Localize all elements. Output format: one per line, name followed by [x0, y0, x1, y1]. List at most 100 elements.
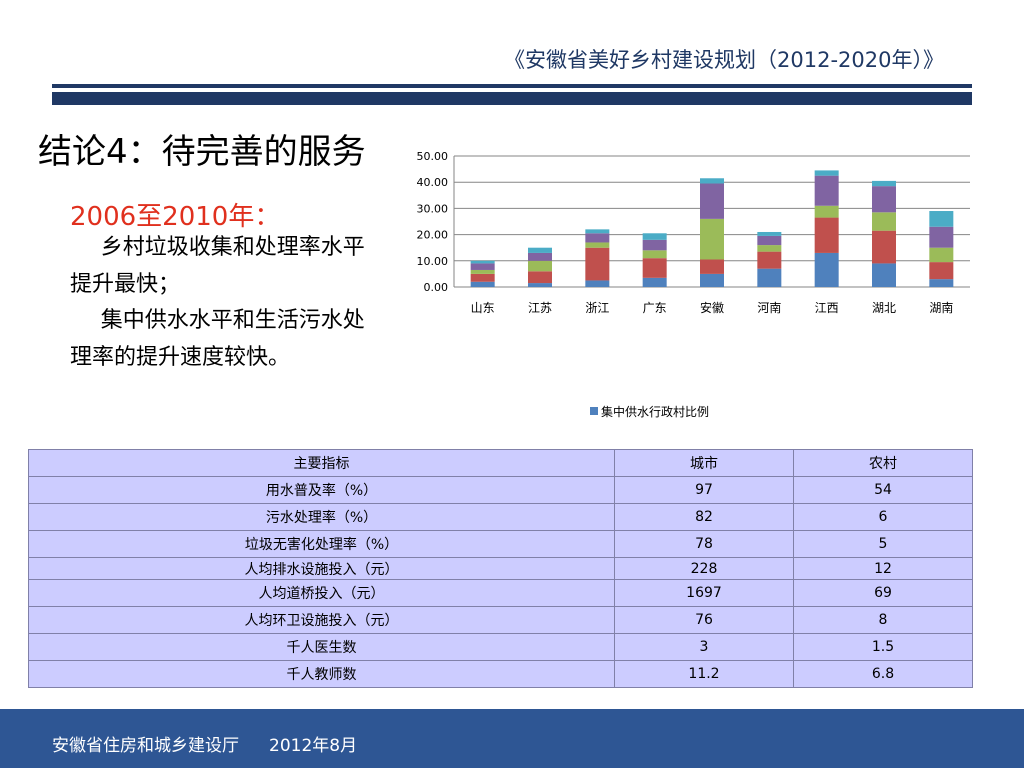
bar-segment: [470, 273, 495, 282]
table-row: 垃圾无害化处理率（%） 78 5: [28, 530, 973, 558]
x-tick-label: 安徽: [700, 300, 724, 315]
data-table: 主要指标 城市 农村 用水普及率（%） 97 54 污水处理率（%） 82 6 垃圾无害化处…: [28, 449, 973, 688]
table-header-row: 主要指标 城市 农村: [28, 449, 973, 477]
bar-segment: [585, 229, 610, 234]
cell-rural: 5: [793, 530, 973, 558]
cell-indicator: 千人医生数: [28, 633, 615, 661]
bar-segment: [585, 280, 610, 287]
body-paragraph-1: 乡村垃圾收集和处理率水平提升最快；: [70, 235, 365, 297]
bar-segment: [757, 268, 782, 287]
bar-segment: [700, 178, 724, 184]
y-tick-label: 30.00: [417, 202, 449, 215]
document-title: 《安徽省美好乡村建设规划（2012-2020年）》: [504, 48, 944, 72]
table-row: 人均环卫设施投入（元） 76 8: [28, 606, 973, 634]
bar-segment: [757, 251, 782, 269]
cell-rural: 1.5: [793, 633, 973, 661]
bar-segment: [700, 259, 724, 274]
bar-segment: [528, 247, 552, 253]
bar-segment: [814, 205, 839, 218]
y-tick-label: 0.00: [424, 281, 449, 294]
bar-segment: [585, 233, 610, 243]
table-row: 千人医生数 3 1.5: [28, 633, 973, 661]
chart-canvas: 0.00 10.00 20.00 30.00 40.00 50.00 山东 江苏 浙江 广东 安徽 河…: [417, 150, 970, 419]
bar-segment: [872, 212, 896, 231]
bar-segment: [757, 245, 782, 252]
cell-city: 1697: [614, 579, 794, 607]
bar-segment: [929, 247, 954, 263]
table-row: 用水普及率（%） 97 54: [28, 476, 973, 504]
bar-segment: [528, 252, 552, 261]
cell-city: 97: [614, 476, 794, 504]
x-tick-label: 江苏: [528, 301, 552, 315]
cell-rural: 8: [793, 606, 973, 634]
cell-indicator: 千人教师数: [28, 660, 615, 688]
bar-segment: [585, 242, 610, 248]
bar-segment: [642, 239, 667, 251]
header-rural: 农村: [793, 449, 973, 477]
cell-rural: 12: [793, 557, 973, 580]
bar-segment: [642, 233, 667, 240]
table-row: 人均排水设施投入（元） 228 12: [28, 557, 973, 580]
indicator-table: 主要指标 城市 农村 用水普及率（%） 97 54 污水处理率（%） 82 6 垃圾无害化处…: [28, 449, 973, 688]
bar-segment: [528, 271, 552, 284]
bar-segment: [585, 247, 610, 281]
x-tick-label: 浙江: [585, 301, 609, 315]
table-row: 污水处理率（%） 82 6: [28, 503, 973, 531]
header-divider-thick: [52, 92, 972, 105]
bar-segment: [470, 281, 495, 287]
cell-city: 11.2: [614, 660, 794, 688]
bar-segment: [470, 269, 495, 274]
bar-segment: [814, 170, 839, 176]
cell-city: 228: [614, 557, 794, 580]
bar-segment: [470, 260, 495, 264]
bar-segment: [872, 186, 896, 213]
bar-segment: [814, 252, 839, 287]
slide-body: 乡村垃圾收集和处理率水平提升最快； 集中供水水平和生活污水处理率的提升速度较快。: [70, 230, 370, 376]
cell-indicator: 人均道桥投入（元）: [28, 579, 615, 607]
cell-city: 78: [614, 530, 794, 558]
footer-bar: 安徽省住房和城乡建设厅 2012年8月: [0, 709, 1024, 768]
cell-indicator: 人均排水设施投入（元）: [28, 557, 615, 580]
cell-rural: 69: [793, 579, 973, 607]
cell-indicator: 垃圾无害化处理率（%）: [28, 530, 615, 558]
cell-indicator: 人均环卫设施投入（元）: [28, 606, 615, 634]
bar-segment: [872, 180, 896, 187]
footer-text: 安徽省住房和城乡建设厅 2012年8月: [52, 731, 357, 756]
bar-segment: [929, 262, 954, 280]
cell-city: 82: [614, 503, 794, 531]
header-city: 城市: [614, 449, 794, 477]
cell-rural: 6.8: [793, 660, 973, 688]
bar-segment: [929, 279, 954, 287]
x-tick-label: 湖北: [872, 300, 896, 315]
x-tick-label: 山东: [471, 301, 495, 315]
cell-indicator: 污水处理率（%）: [28, 503, 615, 531]
x-tick-label: 江西: [815, 301, 839, 315]
bar-segment: [700, 218, 724, 260]
y-tick-label: 20.00: [417, 229, 449, 242]
legend-label: 集中供水行政村比例: [601, 404, 709, 419]
bar-segment: [642, 258, 667, 278]
y-tick-label: 40.00: [417, 176, 449, 189]
table-row: 千人教师数 11.2 6.8: [28, 660, 973, 688]
footer-org: 安徽省住房和城乡建设厅: [52, 736, 239, 756]
bar-segment: [528, 283, 552, 287]
x-tick-label: 广东: [643, 301, 667, 315]
bar-segment: [929, 211, 954, 227]
bar-segment: [872, 230, 896, 264]
cell-rural: 54: [793, 476, 973, 504]
stacked-bar-chart: 0.00 10.00 20.00 30.00 40.00 50.00 山东 江苏 浙江 广东 安徽 河…: [402, 146, 988, 436]
bar-segment: [814, 217, 839, 253]
cell-indicator: 用水普及率（%）: [28, 476, 615, 504]
bar-segment: [757, 231, 782, 236]
cell-city: 3: [614, 633, 794, 661]
cell-rural: 6: [793, 503, 973, 531]
bar-segment: [642, 277, 667, 287]
header-indicator: 主要指标: [28, 449, 615, 477]
y-tick-label: 10.00: [417, 255, 449, 268]
header-divider-thin: [52, 84, 972, 88]
bar-segment: [470, 263, 495, 270]
cell-city: 76: [614, 606, 794, 634]
bar-segment: [929, 226, 954, 248]
table-row: 人均道桥投入（元） 1697 69: [28, 579, 973, 607]
bar-segment: [700, 183, 724, 219]
